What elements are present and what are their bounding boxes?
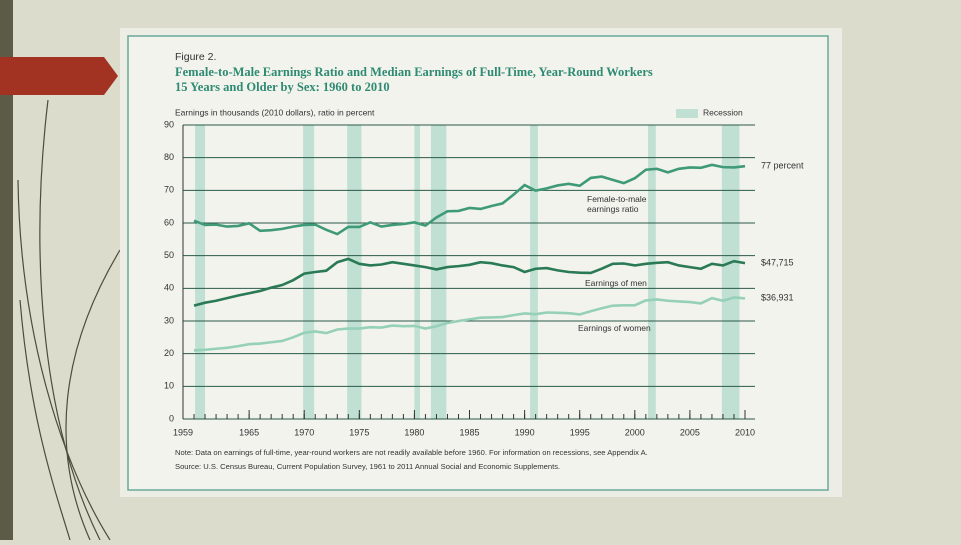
plot: 0 10 20 30 40 50 60 70 80 90 1959 1965 1970 1975 1980 1… [164,119,804,437]
y-tick-label: 90 [164,119,174,129]
x-tick-label: 2010 [735,427,755,437]
chart-title: Female-to-Male Earnings Ratio and Median… [175,65,653,79]
x-tick-label: 1975 [349,427,369,437]
x-tick-label: 1965 [239,427,259,437]
y-tick-label: 30 [164,315,174,325]
x-tick-label: 2005 [680,427,700,437]
x-tick-label: 2000 [625,427,645,437]
x-tick-label: 1990 [515,427,535,437]
y-tick-label: 0 [169,413,174,423]
x-tick-label: 1980 [404,427,424,437]
recession-band [195,125,206,419]
note: Note: Data on earnings of full-time, yea… [175,448,648,457]
y-tick-label: 60 [164,217,174,227]
y-tick-label: 80 [164,152,174,162]
y-tick-label: 70 [164,185,174,195]
end-label: $36,931 [761,293,794,303]
source: Source: U.S. Census Bureau, Current Popu… [175,462,560,471]
x-tick-label: 1959 [173,427,193,437]
end-label: 77 percent [761,161,804,171]
series-line [193,163,746,236]
x-tick-label: 1970 [294,427,314,437]
chart-title: 15 Years and Older by Sex: 1960 to 2010 [175,80,390,94]
recession-band [414,125,420,419]
recession-band [430,125,447,419]
y-tick-label: 10 [164,381,174,391]
end-label: $47,715 [761,258,794,268]
recession-band [721,125,740,419]
series-name: Earnings of women [578,323,651,333]
recession-band [530,125,538,419]
legend-label: Recession [703,107,743,117]
recession-band [648,125,656,419]
series-line [193,257,746,307]
recession-band [347,125,362,419]
series-line [193,296,746,352]
y-tick-label: 20 [164,348,174,358]
x-tick-label: 1985 [459,427,479,437]
decor-curves [17,99,121,541]
y-tick-label: 40 [164,283,174,293]
figure-label: Figure 2. [175,51,216,63]
series-annotation: Earnings of women [578,323,651,333]
legend-swatch [676,109,698,118]
series-name: Female-to-male earnings ratio [587,194,647,214]
side-strip [0,0,13,540]
series-annotation: Earnings of men [585,278,647,288]
y-axis-label: Earnings in thousands (2010 dollars), ra… [175,107,375,117]
series-name: Earnings of men [585,278,647,288]
series-annotation: Female-to-male earnings ratio [587,194,647,214]
x-tick-label: 1995 [570,427,590,437]
arrow-shape [0,57,118,95]
y-tick-label: 50 [164,250,174,260]
